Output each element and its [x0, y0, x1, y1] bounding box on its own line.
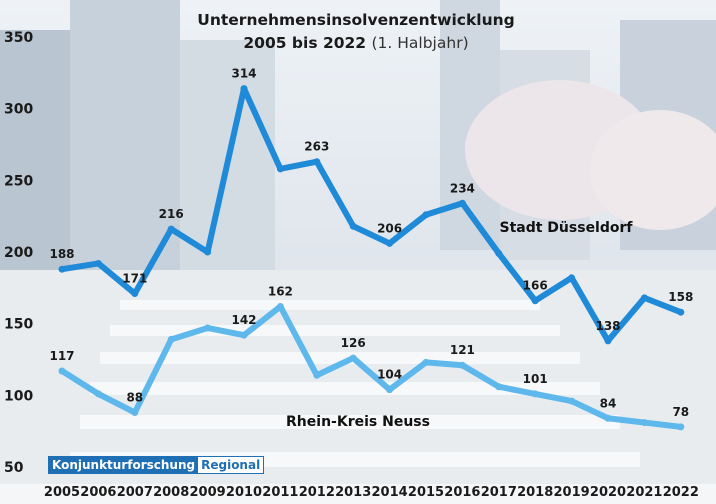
subtitle-light: (1. Halbjahr) [372, 34, 469, 52]
series-lines [58, 85, 685, 431]
x-tick-label: 2016 [444, 485, 480, 500]
logo-part-2: Regional [198, 457, 264, 473]
data-point [204, 248, 212, 256]
data-point [204, 324, 212, 332]
data-point [240, 331, 248, 339]
x-tick-label: 2020 [590, 485, 626, 500]
data-point [349, 354, 357, 362]
data-label: 314 [231, 67, 256, 81]
data-label: 171 [122, 272, 147, 286]
data-point [422, 358, 430, 366]
data-label: 263 [304, 140, 329, 154]
x-tick-label: 2009 [190, 485, 226, 500]
data-point [313, 371, 321, 379]
series-label-neuss: Rhein-Kreis Neuss [286, 414, 430, 430]
data-point [313, 158, 321, 166]
data-label: 126 [341, 336, 366, 350]
data-label: 78 [672, 405, 689, 419]
x-tick-label: 2013 [335, 485, 371, 500]
data-label: 142 [231, 313, 256, 327]
data-point [568, 397, 576, 405]
series-line [59, 85, 684, 344]
x-tick-label: 2018 [517, 485, 553, 500]
data-point [240, 85, 248, 93]
data-label: 188 [49, 247, 74, 261]
data-label: 104 [377, 368, 402, 382]
logo-part-1: Konjunkturforschung [49, 457, 199, 473]
x-tick-label: 2022 [663, 485, 699, 500]
data-label: 121 [450, 343, 475, 357]
x-tick-label: 2006 [80, 485, 116, 500]
x-tick-label: 2008 [153, 485, 189, 500]
data-point [604, 337, 612, 345]
x-tick-label: 2014 [372, 485, 408, 500]
data-point [349, 222, 357, 230]
data-point [458, 199, 466, 207]
data-point [422, 211, 430, 219]
data-point [276, 302, 284, 310]
data-point [58, 265, 66, 273]
data-point [640, 419, 648, 427]
data-point [458, 361, 466, 369]
data-label: 234 [450, 181, 475, 195]
data-point [531, 390, 539, 398]
data-label: 88 [126, 391, 143, 405]
chart-title: Unternehmensinsolvenzentwicklung [197, 11, 514, 29]
x-tick-label: 2011 [262, 485, 298, 500]
x-tick-label: 2019 [554, 485, 590, 500]
data-label: 166 [523, 279, 548, 293]
x-axis-ticks: 2005 2006 2007 2008 2009 2010 2011 2012 2013 2014… [44, 485, 699, 500]
y-tick-label: 100 [4, 388, 33, 404]
subtitle-bold: 2005 bis 2022 [243, 34, 366, 52]
data-label: 206 [377, 221, 402, 235]
y-tick-label: 50 [4, 460, 24, 476]
x-tick-label: 2005 [44, 485, 80, 500]
data-label: 101 [523, 372, 548, 386]
x-tick-label: 2021 [626, 485, 662, 500]
x-tick-label: 2015 [408, 485, 444, 500]
data-point [640, 294, 648, 302]
data-point [531, 297, 539, 305]
data-label: 84 [600, 396, 617, 410]
x-tick-label: 2010 [226, 485, 262, 500]
series-label-duesseldorf: Stadt Düsseldorf [500, 220, 634, 236]
y-tick-label: 350 [4, 30, 33, 46]
series-line [59, 303, 684, 430]
chart-subtitle: 2005 bis 2022 (1. Halbjahr) [243, 34, 468, 52]
data-point [677, 308, 685, 316]
data-label: 216 [159, 207, 184, 221]
data-point [58, 367, 66, 375]
data-point [131, 409, 139, 417]
data-point [568, 274, 576, 282]
data-labels: 188 171 216 314 263 206 234 166 138 158 117 88 142 16… [49, 67, 693, 419]
x-tick-label: 2012 [299, 485, 335, 500]
y-tick-label: 250 [4, 173, 33, 189]
data-point [677, 423, 685, 431]
data-point [495, 383, 503, 391]
data-label: 158 [668, 290, 693, 304]
x-tick-label: 2017 [481, 485, 517, 500]
data-point [386, 386, 394, 394]
data-point [94, 259, 102, 267]
data-point [604, 414, 612, 422]
y-tick-label: 200 [4, 245, 33, 261]
data-point [167, 335, 175, 343]
data-point [167, 225, 175, 233]
data-point [94, 390, 102, 398]
y-axis-ticks: 50 100 150 200 250 300 350 [4, 30, 33, 476]
logo: Konjunkturforschung Regional [48, 456, 265, 474]
data-label: 117 [49, 349, 74, 363]
data-label: 138 [595, 319, 620, 333]
data-point [276, 165, 284, 173]
x-tick-label: 2007 [117, 485, 153, 500]
data-point [495, 249, 503, 257]
data-label: 162 [268, 284, 293, 298]
y-tick-label: 150 [4, 317, 33, 333]
data-point [131, 290, 139, 298]
data-point [386, 239, 394, 247]
y-tick-label: 300 [4, 102, 33, 118]
